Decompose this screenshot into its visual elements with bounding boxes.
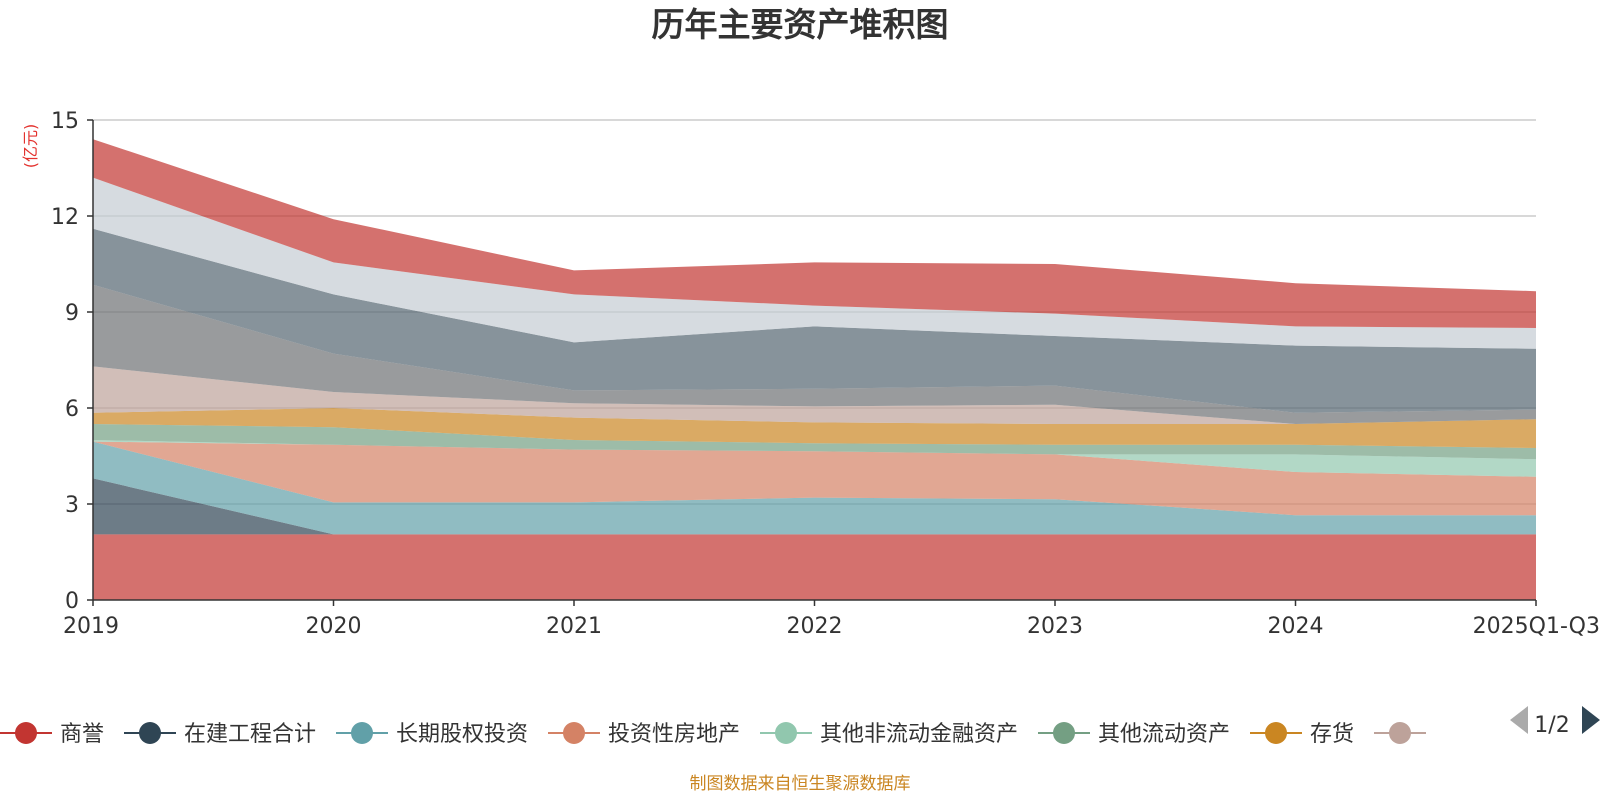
- x-tick-label: 2020: [306, 614, 362, 639]
- legend-label: 存货: [1310, 722, 1354, 747]
- axes: 0 3 6 9 12 15 2019 2020 2021 2022 2023 2024 2025Q1-Q…: [51, 109, 1600, 639]
- y-tick-label: 6: [65, 397, 79, 422]
- x-tick-label: 2021: [546, 614, 602, 639]
- area-series-4: [93, 441, 1536, 516]
- chart-title: 历年主要资产堆积图: [652, 5, 949, 44]
- legend-marker: [563, 722, 585, 744]
- legend-item[interactable]: 存货: [1250, 722, 1354, 747]
- x-tick-label: 2025Q1-Q3: [1473, 614, 1600, 639]
- area-series-2: [93, 478, 1536, 535]
- y-tick-label: 12: [51, 205, 79, 230]
- legend-item[interactable]: 其他流动资产: [1038, 722, 1230, 747]
- legend-label: 长期股权投资: [396, 722, 528, 747]
- legend-label: 在建工程合计: [184, 722, 316, 747]
- arrow-left-icon[interactable]: [1510, 706, 1528, 734]
- y-tick-label: 3: [65, 493, 79, 518]
- area-series-3: [93, 441, 1536, 535]
- legend-page-indicator: 1/2: [1534, 713, 1569, 738]
- legend-marker: [15, 722, 37, 744]
- legend-marker: [775, 722, 797, 744]
- legend-marker: [1389, 722, 1411, 744]
- legend-marker: [1053, 722, 1075, 744]
- legend-label: 其他流动资产: [1098, 722, 1230, 747]
- y-tick-label: 15: [51, 109, 79, 134]
- area-series-5: [93, 440, 1536, 477]
- arrow-right-icon[interactable]: [1582, 706, 1600, 734]
- y-axis-unit-label: (亿元): [21, 124, 40, 169]
- x-tick-label: 2023: [1027, 614, 1083, 639]
- legend: 商誉 在建工程合计 长期股权投资 投资性房地产 其他非流动金融资产 其他流动资产 存货: [0, 722, 1426, 747]
- x-tick-label: 2024: [1268, 614, 1324, 639]
- area-series-10: [93, 228, 1536, 413]
- y-tick-label: 0: [65, 589, 79, 614]
- x-tick-label: 2019: [63, 614, 119, 639]
- area-series-7: [93, 408, 1536, 448]
- area-series-1: [93, 534, 1536, 600]
- source-note: 制图数据来自恒生聚源数据库: [690, 774, 911, 794]
- legend-item[interactable]: 在建工程合计: [124, 722, 316, 747]
- y-tick-label: 9: [65, 301, 79, 326]
- legend-marker: [1265, 722, 1287, 744]
- legend-item[interactable]: 长期股权投资: [336, 722, 528, 747]
- area-series-6: [93, 424, 1536, 460]
- x-tick-label: 2022: [787, 614, 843, 639]
- legend-item[interactable]: 商誉: [0, 722, 104, 747]
- legend-label: 商誉: [60, 722, 104, 747]
- area-series-12: [93, 139, 1536, 328]
- legend-item[interactable]: 投资性房地产: [548, 722, 740, 747]
- area-series-9: [93, 284, 1536, 424]
- legend-marker: [351, 722, 373, 744]
- area-series-11: [93, 177, 1536, 349]
- legend-prev-page-button[interactable]: [1510, 706, 1528, 734]
- area-series-8: [93, 366, 1536, 424]
- legend-next-page-button[interactable]: [1582, 706, 1600, 734]
- legend-label: 投资性房地产: [608, 722, 740, 747]
- legend-item[interactable]: 其他非流动金融资产: [760, 722, 1018, 747]
- legend-marker: [139, 722, 161, 744]
- area-series: [93, 139, 1536, 600]
- legend-label: 其他非流动金融资产: [820, 722, 1018, 747]
- legend-item[interactable]: [1374, 722, 1426, 744]
